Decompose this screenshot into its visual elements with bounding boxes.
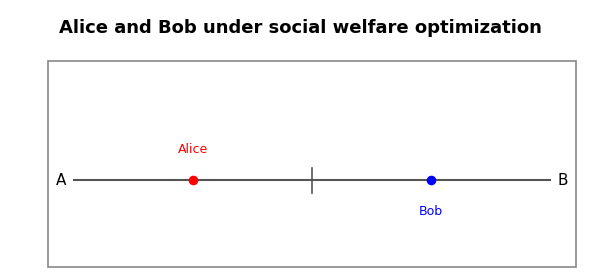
Text: A: A [56,173,66,188]
Bar [48,61,576,267]
Text: Alice and Bob under social welfare optimization: Alice and Bob under social welfare optim… [59,19,541,38]
Point [188,178,198,183]
Point [426,178,436,183]
Text: Alice: Alice [178,143,208,156]
Text: B: B [557,173,568,188]
Text: Bob: Bob [419,205,443,218]
